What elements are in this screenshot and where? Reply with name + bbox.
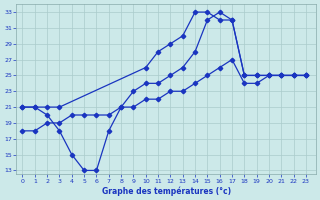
X-axis label: Graphe des températures (°c): Graphe des températures (°c) xyxy=(101,186,231,196)
